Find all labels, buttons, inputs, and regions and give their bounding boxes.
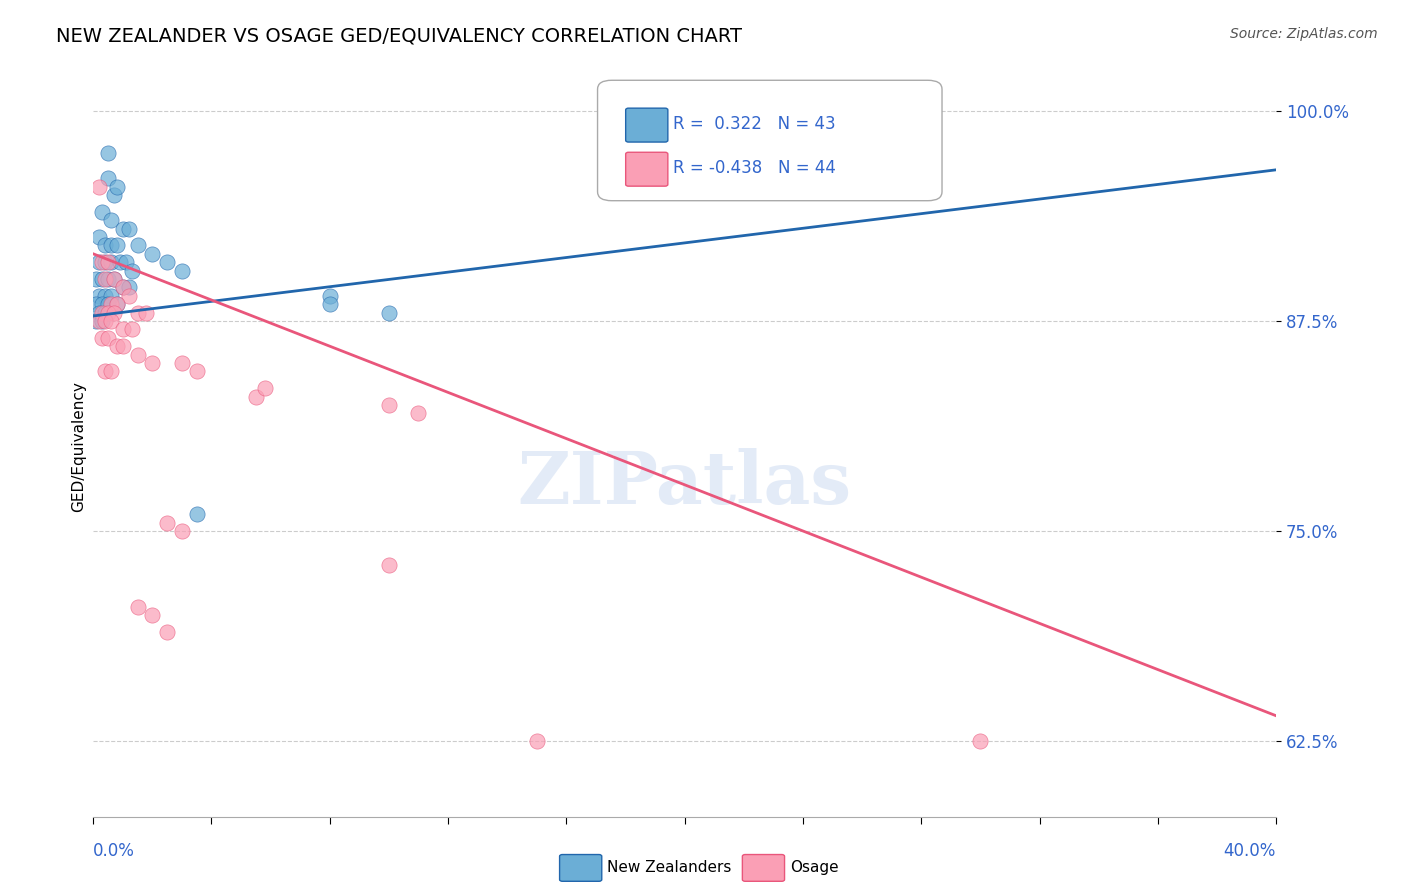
Point (170, 524, 193, 538)
Point (111, 280, 134, 294)
Point (97, 272, 120, 286)
Point (105, 238, 128, 252)
Point (91, 272, 114, 286)
Point (91, 331, 114, 345)
Text: R = -0.438   N = 44: R = -0.438 N = 44 (673, 160, 837, 178)
Point (103, 305, 125, 319)
Text: ZIPatlas: ZIPatlas (517, 449, 852, 519)
Text: Source: ZipAtlas.com: Source: ZipAtlas.com (1230, 27, 1378, 41)
Point (186, 364, 208, 378)
Point (111, 280, 134, 294)
Point (103, 272, 125, 286)
Point (121, 263, 143, 277)
Point (94, 272, 117, 286)
Point (378, 398, 401, 412)
Point (97, 331, 120, 345)
Point (156, 624, 179, 639)
Point (87, 289, 110, 303)
Point (87, 230, 110, 244)
Point (969, 734, 991, 748)
Point (141, 607, 163, 622)
Point (121, 322, 143, 336)
Text: R =  0.322   N = 43: R = 0.322 N = 43 (673, 115, 837, 133)
Point (378, 558, 401, 572)
Point (97, 146, 120, 161)
Point (156, 255, 179, 269)
Point (253, 381, 276, 395)
Point (127, 348, 149, 362)
Point (111, 339, 134, 353)
Point (97, 171, 120, 186)
Point (170, 356, 193, 370)
Text: 0.0%: 0.0% (93, 842, 135, 860)
Point (94, 255, 117, 269)
Point (127, 599, 149, 614)
Point (141, 356, 163, 370)
Point (84, 297, 107, 311)
Point (245, 390, 267, 404)
Point (127, 305, 149, 319)
Point (118, 289, 141, 303)
Point (105, 179, 128, 194)
Point (111, 322, 134, 336)
Point (100, 213, 122, 227)
Point (91, 305, 114, 319)
Point (84, 314, 107, 328)
Text: Osage: Osage (790, 861, 839, 875)
Point (94, 314, 117, 328)
Point (100, 238, 122, 252)
Point (118, 280, 141, 294)
Point (141, 247, 163, 261)
Point (87, 314, 110, 328)
Point (105, 297, 128, 311)
Point (87, 305, 110, 319)
Point (141, 843, 163, 857)
Point (100, 314, 122, 328)
Point (319, 289, 342, 303)
Text: NEW ZEALANDER VS OSAGE GED/EQUIVALENCY CORRELATION CHART: NEW ZEALANDER VS OSAGE GED/EQUIVALENCY C… (56, 27, 742, 45)
Point (127, 238, 149, 252)
Point (114, 255, 136, 269)
Text: New Zealanders: New Zealanders (607, 861, 731, 875)
Point (100, 289, 122, 303)
Point (105, 339, 128, 353)
Point (87, 255, 110, 269)
Point (97, 297, 120, 311)
Point (100, 297, 122, 311)
Point (111, 221, 134, 235)
Point (91, 255, 114, 269)
Point (105, 297, 128, 311)
Point (103, 188, 125, 202)
Point (100, 364, 122, 378)
Point (103, 272, 125, 286)
Point (91, 297, 114, 311)
Point (94, 364, 117, 378)
Point (94, 238, 117, 252)
Point (408, 406, 430, 420)
Point (118, 221, 141, 235)
Point (97, 255, 120, 269)
Point (87, 179, 110, 194)
Point (91, 314, 114, 328)
Point (94, 289, 117, 303)
Point (94, 305, 117, 319)
Point (156, 516, 179, 530)
Point (97, 305, 120, 319)
Point (84, 272, 107, 286)
Point (91, 204, 114, 219)
Point (319, 297, 342, 311)
Point (108, 255, 131, 269)
Y-axis label: GED/Equivalency: GED/Equivalency (72, 382, 86, 512)
Point (526, 734, 548, 748)
Point (378, 305, 401, 319)
Point (170, 263, 193, 277)
Text: 40.0%: 40.0% (1223, 842, 1277, 860)
Point (135, 305, 157, 319)
Point (100, 255, 122, 269)
Point (186, 507, 208, 521)
